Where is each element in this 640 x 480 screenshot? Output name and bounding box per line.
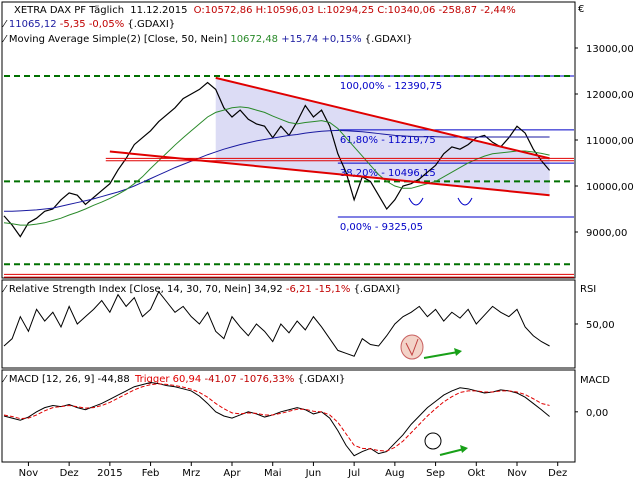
macd-low-marker (424, 432, 442, 450)
macd-divergence-arrow (439, 445, 468, 456)
rsi-line (3, 290, 550, 357)
ma50-legend: ⁄ Moving Average Simple(2) [Close, 50, N… (2, 34, 413, 45)
ma50-line (3, 106, 550, 226)
macd-legend: ⁄ MACD [12, 26, 9] -44,88 Trigger 60,94 … (2, 374, 345, 385)
price-y-label: 12000,00 (586, 90, 634, 101)
macd-series (3, 382, 550, 457)
macd-tag: MACD (580, 375, 610, 386)
bottom-red-lines (4, 157, 574, 278)
rsi-y-axis: 50,00 (575, 320, 615, 331)
price-y-label: 9000,00 (586, 228, 627, 239)
macd-y-label: 0,00 (586, 408, 608, 419)
price-y-label: 13000,00 (586, 44, 634, 55)
x-tick-label: Dez (548, 468, 567, 479)
double-bottom-marker-1 (408, 197, 424, 206)
svg-text:⁄ MACD [12, 26, 9] -44,88 Trig: ⁄ MACD [12, 26, 9] -44,88 Trigger 60,94 … (2, 374, 345, 385)
support-lines (4, 75, 574, 266)
price-line (3, 81, 551, 238)
double-bottom-marker-2 (457, 197, 473, 206)
x-tick-label: Dez (60, 468, 79, 479)
price-y-label: 11000,00 (586, 136, 634, 147)
rsi-series (3, 290, 550, 357)
fib-level-label: 38,20% - 10496,15 (340, 168, 436, 179)
x-tick-label: Jul (347, 468, 360, 479)
rsi-y-label: 50,00 (586, 320, 615, 331)
rsi-legend: ⁄ Relative Strength Index [Close, 14, 30… (2, 284, 401, 295)
channel-upper-line (215, 76, 550, 160)
macd-y-axis: 0,00 (575, 408, 608, 419)
macd-line (3, 382, 550, 457)
rsi-low-check (405, 338, 419, 357)
price-y-axis: 9000,00 10000,00 11000,00 12000,00 13000,00 (575, 44, 634, 239)
x-tick-label: Feb (142, 468, 160, 479)
rsi-divergence-arrow (423, 348, 462, 359)
macd-panel-frame (1, 369, 576, 463)
x-tick-label: Apr (223, 468, 241, 479)
macd-trigger-line (3, 383, 550, 452)
x-tick-label: Sep (426, 468, 445, 479)
x-tick-label: Okt (467, 468, 485, 479)
x-tick-label: Mrz (182, 468, 200, 479)
price-header: XETRA DAX PF Täglich 11.12.2015 O:10572,… (14, 5, 516, 16)
svg-text:⁄ 11065,12 -5,35 -0,05% {.GDA: ⁄ 11065,12 -5,35 -0,05% {.GDAXI} (2, 19, 175, 30)
x-tick-label: Nov (19, 468, 39, 479)
svg-text:⁄ Relative Strength Index [Clo: ⁄ Relative Strength Index [Close, 14, 30… (2, 284, 401, 295)
currency-symbol: € (578, 4, 584, 15)
x-tick-label: Aug (385, 468, 405, 479)
fib-level-label: 61,80% - 11219,75 (340, 135, 436, 146)
x-tick-label: 2015 (97, 468, 122, 479)
svg-text:XETRA DAX PF Täglich 11.12.201: XETRA DAX PF Täglich 11.12.2015 O:10572,… (14, 5, 516, 16)
x-tick-label: Nov (507, 468, 527, 479)
fib-level-label: 100,00% - 12390,75 (340, 81, 442, 92)
trend-channel-fill (215, 77, 550, 196)
price-y-label: 10000,00 (586, 182, 634, 193)
fib-level-label: 0,00% - 9325,05 (340, 222, 423, 233)
ma200-legend: ⁄ 11065,12 -5,35 -0,05% {.GDAXI} (2, 19, 175, 30)
x-axis: Nov Dez 2015 Feb Mrz Apr Mai Jun Jul Aug Sep Okt Nov… (19, 462, 567, 479)
x-tick-label: Mai (264, 468, 282, 479)
svg-text:⁄ Moving Average Simple(2) [Cl: ⁄ Moving Average Simple(2) [Close, 50, N… (2, 34, 413, 45)
rsi-tag: RSI (580, 284, 596, 295)
x-tick-label: Jun (305, 468, 322, 479)
